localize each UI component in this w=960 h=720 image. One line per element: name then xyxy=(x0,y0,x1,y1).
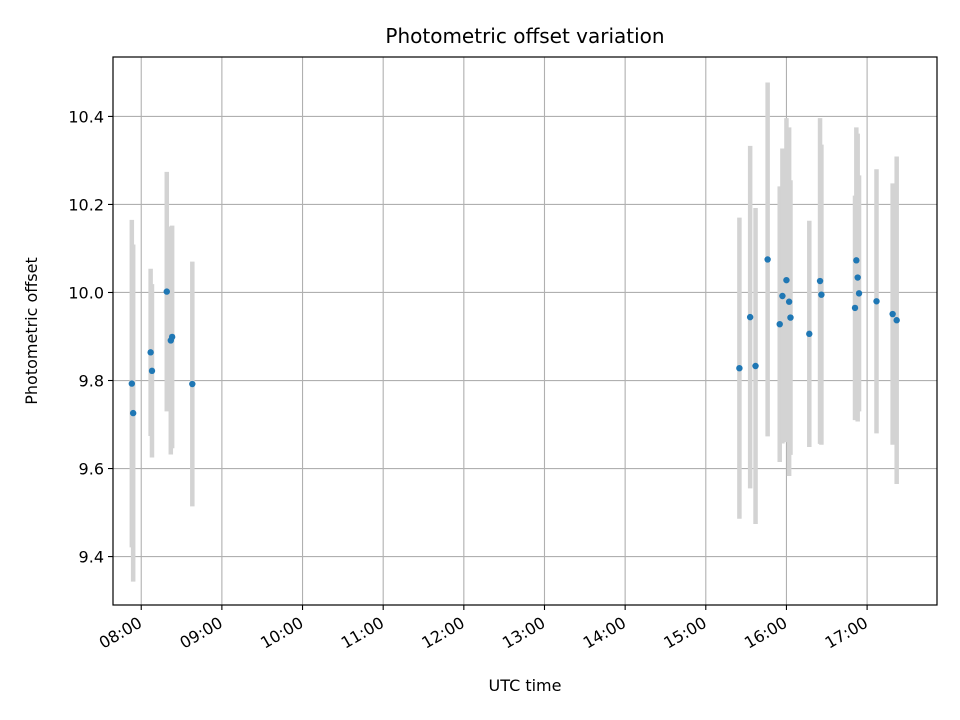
data-point xyxy=(776,320,783,328)
y-tick-label: 9.6 xyxy=(79,460,104,479)
data-point xyxy=(818,291,825,298)
chart-title: Photometric offset variation xyxy=(385,24,664,48)
grid xyxy=(113,57,937,605)
data-point xyxy=(873,298,880,305)
data-point xyxy=(816,277,824,285)
data-point xyxy=(168,333,176,341)
data-point xyxy=(752,362,759,370)
data-point xyxy=(787,314,794,321)
plot-frame xyxy=(112,56,938,606)
data-point xyxy=(148,367,156,375)
data-point xyxy=(764,256,771,263)
data-point xyxy=(806,330,813,338)
y-tick-label: 10.4 xyxy=(68,107,104,126)
y-axis-ticks: 9.4 9.6 9.8 10.0 10.2 10.4 xyxy=(68,107,113,567)
data-point xyxy=(129,409,137,417)
data-point xyxy=(855,290,863,297)
data-point xyxy=(783,276,790,284)
y-tick-label: 9.8 xyxy=(79,372,104,391)
data-point xyxy=(128,380,136,387)
data-point xyxy=(189,380,196,388)
data-point xyxy=(851,304,859,312)
data-point xyxy=(853,257,860,264)
y-axis-label: Photometric offset xyxy=(22,257,41,405)
data-point xyxy=(889,310,896,318)
data-point xyxy=(736,364,743,372)
x-axis-label: UTC time xyxy=(489,676,562,695)
data-point xyxy=(779,292,786,300)
y-tick-label: 10.2 xyxy=(68,195,104,214)
data-points xyxy=(128,256,900,417)
y-tick-label: 9.4 xyxy=(79,548,104,567)
data-point xyxy=(893,317,900,324)
y-tick-label: 10.0 xyxy=(68,283,104,302)
data-point xyxy=(147,349,154,356)
data-point xyxy=(785,298,793,305)
data-point xyxy=(854,274,861,281)
data-point xyxy=(163,288,170,295)
data-point xyxy=(746,313,754,321)
